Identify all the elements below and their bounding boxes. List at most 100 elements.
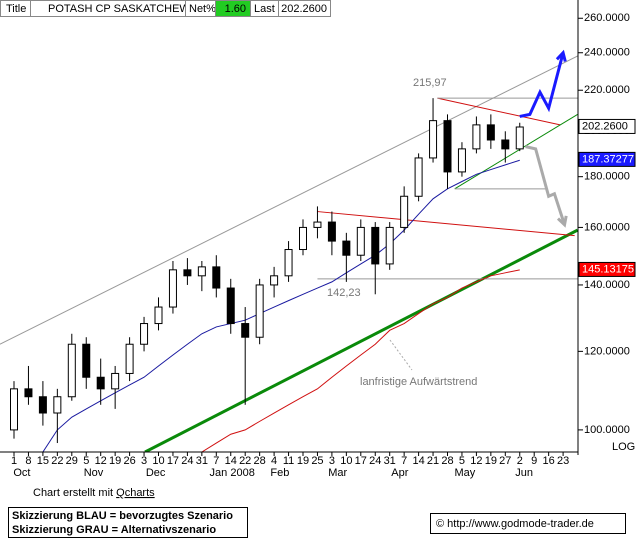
credit-link[interactable]: Qcharts bbox=[116, 487, 155, 499]
legend-text: Skizzierung BLAU = bevorzugtes Szenario bbox=[12, 510, 233, 522]
x-tick-label: 7 bbox=[213, 455, 219, 467]
header-net-value: 1.60 bbox=[225, 3, 246, 15]
candle-body bbox=[429, 120, 438, 159]
header-symbol: POTASH CP SASKATCHEW bbox=[48, 3, 190, 15]
month-label: Feb bbox=[270, 467, 289, 479]
x-tick-label: 14 bbox=[225, 455, 237, 467]
candle-body bbox=[24, 388, 33, 398]
x-tick-label: 21 bbox=[427, 455, 439, 467]
candle-body bbox=[38, 396, 47, 414]
candle-body bbox=[168, 269, 177, 308]
price-label: 145.13175 bbox=[582, 263, 634, 275]
trend-line bbox=[317, 211, 575, 237]
trend-line bbox=[0, 55, 578, 345]
price-label: 202.2600 bbox=[582, 120, 628, 132]
x-tick-label: 2 bbox=[517, 455, 523, 467]
candle-body bbox=[515, 126, 524, 150]
candle-body bbox=[53, 396, 62, 414]
candle-body bbox=[313, 221, 322, 228]
candle-body bbox=[241, 323, 250, 338]
x-tick-label: 10 bbox=[152, 455, 164, 467]
x-tick-label: 10 bbox=[340, 455, 352, 467]
y-tick-label: 140.0000 bbox=[584, 279, 630, 291]
candle-body bbox=[67, 343, 76, 398]
x-tick-label: 14 bbox=[412, 455, 424, 467]
candle-body bbox=[443, 120, 452, 173]
x-tick-label: 25 bbox=[311, 455, 323, 467]
scenario-sketch bbox=[519, 52, 565, 118]
copyright[interactable]: © http://www.godmode-trader.de bbox=[436, 518, 594, 530]
x-tick-label: 5 bbox=[459, 455, 465, 467]
x-tick-label: 7 bbox=[401, 455, 407, 467]
x-tick-label: 5 bbox=[83, 455, 89, 467]
x-tick-label: 23 bbox=[557, 455, 569, 467]
candle-body bbox=[472, 124, 481, 150]
scale-label: LOG bbox=[612, 441, 635, 453]
x-tick-label: 29 bbox=[66, 455, 78, 467]
y-tick-label: 180.0000 bbox=[584, 171, 630, 183]
credit-text: Chart erstellt mit bbox=[33, 487, 116, 499]
month-label: Jun bbox=[515, 467, 533, 479]
x-tick-label: 31 bbox=[384, 455, 396, 467]
candle-body bbox=[212, 266, 221, 289]
candle-body bbox=[10, 388, 18, 431]
plot-area bbox=[0, 49, 578, 452]
candle-body bbox=[414, 157, 423, 197]
x-tick-label: 12 bbox=[95, 455, 107, 467]
x-tick-label: 26 bbox=[123, 455, 135, 467]
candle-body bbox=[82, 343, 91, 378]
x-tick-label: 4 bbox=[271, 455, 277, 467]
candle-body bbox=[125, 343, 134, 374]
header: Title POTASH CP SASKATCHEW Net% 1.60 Las… bbox=[0, 0, 331, 17]
month-label: May bbox=[454, 467, 475, 479]
legend-box bbox=[8, 507, 248, 538]
x-tick-label: 17 bbox=[167, 455, 179, 467]
header-net-label: Net% bbox=[189, 3, 216, 15]
x-tick-label: 31 bbox=[196, 455, 208, 467]
copyright-box bbox=[430, 513, 626, 534]
trend-line bbox=[144, 228, 578, 452]
candle-body bbox=[197, 266, 206, 277]
price-label-box bbox=[578, 118, 636, 134]
arrow-head bbox=[555, 49, 567, 62]
trend-line bbox=[454, 113, 578, 190]
month-label: Oct bbox=[13, 467, 30, 479]
candle-body bbox=[299, 226, 307, 251]
price-label-box bbox=[578, 261, 636, 277]
candle-body bbox=[111, 372, 120, 390]
moving-average bbox=[201, 269, 520, 452]
x-tick-label: 19 bbox=[109, 455, 121, 467]
moving-average bbox=[42, 159, 520, 452]
arrow-head bbox=[556, 215, 568, 228]
x-tick-label: 12 bbox=[470, 455, 482, 467]
x-tick-label: 16 bbox=[543, 455, 555, 467]
x-tick-label: 3 bbox=[141, 455, 147, 467]
x-tick-label: 22 bbox=[239, 455, 251, 467]
scenario-sketch bbox=[525, 145, 566, 226]
candle-body bbox=[501, 139, 510, 150]
annotation: 215,97 bbox=[413, 77, 447, 89]
header-cell bbox=[278, 0, 331, 17]
candle-body bbox=[96, 376, 105, 390]
x-tick-label: 19 bbox=[485, 455, 497, 467]
y-tick-label: 220.0000 bbox=[584, 84, 630, 96]
candle-body bbox=[183, 269, 192, 277]
header-last-value: 202.2600 bbox=[281, 3, 327, 15]
x-tick-label: 24 bbox=[181, 455, 193, 467]
annotation: lanfristige Aufwärtstrend bbox=[360, 376, 477, 388]
x-tick-label: 24 bbox=[369, 455, 381, 467]
x-tick-label: 27 bbox=[499, 455, 511, 467]
y-tick-label: 240.0000 bbox=[584, 47, 630, 59]
y-tick-label: 100.0000 bbox=[584, 424, 630, 436]
candle-body bbox=[371, 226, 380, 265]
candle-body bbox=[342, 240, 351, 256]
x-tick-label: 1 bbox=[11, 455, 17, 467]
y-tick-label: 160.0000 bbox=[584, 221, 630, 233]
credit: Chart erstellt mit Qcharts bbox=[33, 487, 155, 499]
candle-body bbox=[140, 323, 149, 345]
month-label: Jan 2008 bbox=[210, 467, 255, 479]
month-label: Apr bbox=[391, 467, 408, 479]
price-label-box bbox=[578, 151, 636, 167]
